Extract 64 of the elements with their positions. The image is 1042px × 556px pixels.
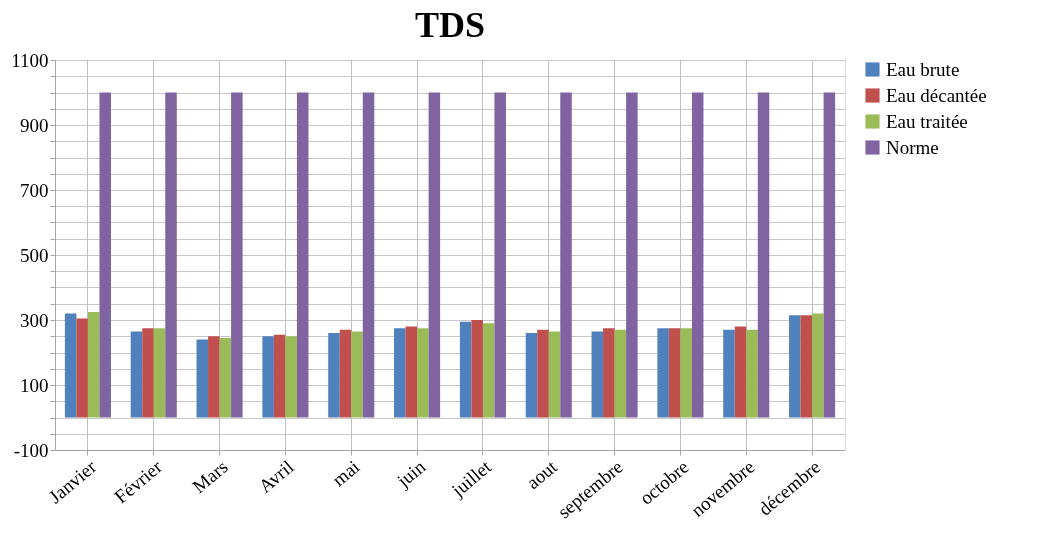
bar <box>219 337 232 418</box>
legend-label: Eau traitée <box>886 110 968 132</box>
bar <box>428 92 441 418</box>
bar <box>471 320 483 418</box>
y-tick-label: -100 <box>13 439 49 461</box>
legend-label: Eau décantée <box>886 84 987 106</box>
y-tick-label: 1100 <box>11 49 49 71</box>
bar <box>87 311 100 418</box>
bar <box>142 328 154 418</box>
y-tick-label: 300 <box>20 309 49 331</box>
legend-label: Eau brute <box>886 58 960 80</box>
x-tick-label: aout <box>522 455 562 494</box>
bar <box>494 92 506 418</box>
bar <box>64 313 77 418</box>
y-tick-label: 100 <box>20 374 49 396</box>
bar <box>394 328 406 418</box>
bar <box>405 326 418 418</box>
x-tick-label: mai <box>328 455 364 491</box>
bar <box>657 328 669 418</box>
bar <box>680 328 692 418</box>
x-tick-label: Mars <box>188 455 232 498</box>
bar <box>296 92 309 418</box>
bar <box>614 329 627 418</box>
x-tick-label: juin <box>392 455 430 492</box>
bar <box>231 92 243 418</box>
bar <box>603 328 615 418</box>
y-tick-label: 900 <box>20 114 49 136</box>
bar <box>548 331 561 418</box>
bar <box>668 328 681 418</box>
bar <box>208 336 220 418</box>
y-tick-label: 500 <box>20 244 49 266</box>
legend-label: Norme <box>886 136 939 158</box>
bar <box>459 321 472 418</box>
bar <box>823 92 836 418</box>
bar <box>482 323 495 418</box>
bar <box>537 329 549 418</box>
bar <box>525 333 538 418</box>
bar <box>800 315 813 418</box>
bar <box>130 331 143 418</box>
bar <box>691 92 704 418</box>
bar <box>165 92 177 418</box>
bar <box>746 329 758 418</box>
bar <box>153 328 166 418</box>
y-tick-label: 700 <box>20 179 49 201</box>
chart-title: TDS <box>414 5 486 45</box>
bar <box>262 336 274 418</box>
bar <box>196 339 209 418</box>
bar <box>723 329 735 418</box>
bar <box>789 315 801 418</box>
bar <box>273 334 286 418</box>
bar <box>362 92 375 418</box>
bar <box>591 331 604 418</box>
bar <box>99 92 111 418</box>
bar <box>626 92 638 418</box>
bar <box>76 318 88 418</box>
bar <box>339 329 352 418</box>
bar <box>351 331 363 418</box>
bar <box>812 313 824 418</box>
bar <box>560 92 572 418</box>
bar <box>417 328 429 418</box>
bar <box>757 92 770 418</box>
bar <box>328 333 340 418</box>
bar <box>285 336 297 418</box>
bar <box>734 326 747 418</box>
